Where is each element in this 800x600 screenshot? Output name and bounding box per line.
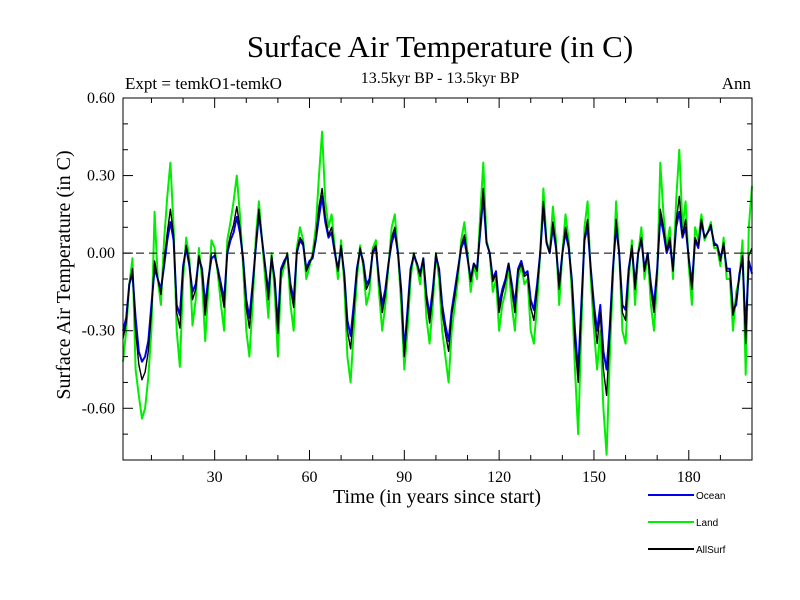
series-line-land [122, 130, 753, 456]
experiment-label: Expt = temkO1-temkO [125, 74, 282, 93]
x-tick-label: 60 [301, 469, 317, 486]
y-tick-label: 0.30 [87, 168, 115, 185]
x-tick-label: 150 [582, 469, 606, 486]
plot-area: 0.60 0.30 0.00 -0.30 -0.60 30 60 90 120 150 180 [82, 90, 753, 486]
x-tick-label: 120 [487, 469, 511, 486]
x-tick-label: 180 [677, 469, 701, 486]
x-axis-label: Time (in years since start) [333, 486, 541, 508]
x-tick-label: 30 [207, 469, 223, 486]
season-label: Ann [722, 74, 752, 93]
chart-title: Surface Air Temperature (in C) [247, 29, 633, 64]
y-tick-label: 0.00 [87, 245, 115, 262]
legend: Ocean Land AllSurf [648, 491, 726, 556]
series-line-allsurf [122, 187, 753, 397]
legend-label-ocean: Ocean [696, 491, 725, 502]
y-tick-label: -0.60 [82, 400, 115, 417]
y-tick-label: -0.30 [82, 323, 115, 340]
y-axis-label: Surface Air Temperature (in C) [53, 150, 75, 399]
y-tick-label: 0.60 [87, 90, 115, 107]
legend-label-allsurf: AllSurf [696, 545, 726, 556]
x-tick-label: 90 [396, 469, 412, 486]
legend-label-land: Land [696, 518, 718, 529]
chart-subtitle: 13.5kyr BP - 13.5kyr BP [361, 70, 520, 87]
